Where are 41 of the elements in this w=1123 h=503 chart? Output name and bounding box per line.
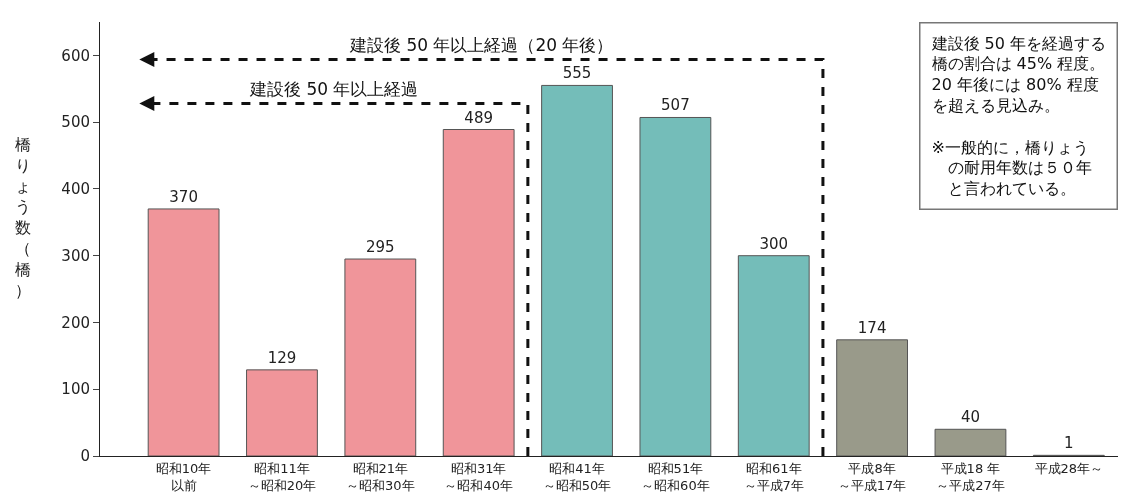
y-tick-label: 0 <box>80 447 90 466</box>
data-label: 507 <box>661 96 690 115</box>
data-label: 129 <box>267 348 297 367</box>
data-label: 40 <box>960 408 981 427</box>
x-tick-label: 平成8年～平成17年 <box>837 460 907 493</box>
bar <box>147 208 220 456</box>
annotation: 建設後 50 年以上経過 <box>249 79 419 99</box>
x-tick-label: 昭和21年～昭和30年 <box>346 460 415 493</box>
x-tick-label: 昭和51年～昭和60年 <box>641 460 710 493</box>
x-tick-label: 平成28年～ <box>1034 460 1104 476</box>
y-tick-label: 100 <box>61 380 90 399</box>
x-tick-label: 昭和61年～平成7年 <box>743 460 804 493</box>
bar <box>541 84 613 456</box>
annotation: 建設後 50 年を経過する橋の割合は 45% 程度。20 年後には 80% 程度を超える見込み。 <box>930 33 1107 115</box>
annotation: ※一般的に，橋りょうの耐用年数は５０年と言われている。 <box>931 137 1092 199</box>
x-tick-label: 昭和11年～昭和20年 <box>247 460 317 493</box>
data-label: 489 <box>464 108 493 127</box>
x-tick-label: 平成18 年～平成27年 <box>936 460 1005 493</box>
bar <box>246 369 318 456</box>
y-tick-label: 400 <box>61 180 90 199</box>
bar <box>934 428 1007 456</box>
x-tick-label: 昭和41年～昭和50年 <box>542 460 612 493</box>
x-tick-label: 昭和31年～昭和40年 <box>444 460 513 493</box>
bar <box>344 258 417 456</box>
data-label: 370 <box>169 187 198 206</box>
bar <box>836 339 909 456</box>
data-label: 300 <box>759 234 789 253</box>
y-tick-label: 300 <box>61 246 90 265</box>
y-tick-label: 200 <box>61 313 90 332</box>
data-label: 295 <box>366 238 395 257</box>
data-label: 1 <box>1064 434 1074 453</box>
bar <box>639 116 712 456</box>
x-tick-label: 昭和10年以前 <box>155 460 212 493</box>
y-tick-label: 500 <box>61 113 90 132</box>
bar <box>442 129 515 456</box>
bar <box>737 255 810 456</box>
data-label: 555 <box>562 64 592 83</box>
data-label: 174 <box>857 318 887 337</box>
y-tick-label: 600 <box>61 46 90 65</box>
annotation: 建設後 50 年以上経過（20 年後） <box>349 35 614 55</box>
y-axis-title: 橋りょう数（橋） <box>15 135 31 300</box>
